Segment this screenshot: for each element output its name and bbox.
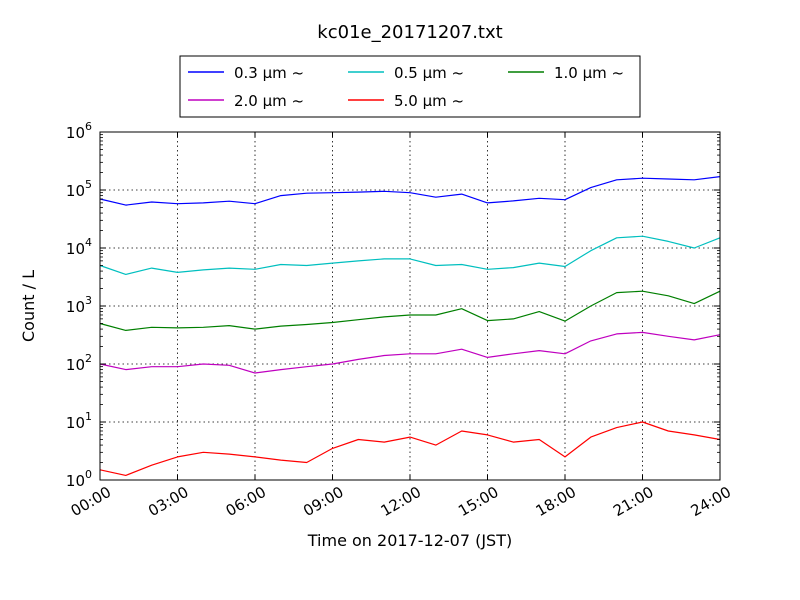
legend-label: 1.0 μm ~ (554, 64, 624, 82)
legend-label: 2.0 μm ~ (234, 92, 304, 110)
y-tick-label: 105 (66, 178, 92, 200)
legend-label: 0.5 μm ~ (394, 64, 464, 82)
series-line (99, 290, 721, 331)
legend-box (179, 55, 641, 118)
chart-title: kc01e_20171207.txt (317, 22, 502, 43)
y-tick-label: 101 (66, 410, 92, 432)
series-line (99, 421, 721, 476)
x-axis-label: Time on 2017-12-07 (JST) (307, 531, 512, 550)
y-tick-label: 100 (66, 468, 92, 490)
y-tick-label: 104 (66, 236, 92, 258)
y-tick-label: 102 (66, 352, 92, 374)
y-tick-label: 106 (66, 120, 92, 142)
series-line (99, 331, 721, 374)
y-tick-label: 103 (66, 294, 92, 316)
legend: 0.3 μm ~ 0.5 μm ~ 1.0 μm ~ 2.0 μm ~ 5.0 μm ~ (179, 55, 641, 118)
legend-label: 5.0 μm ~ (394, 92, 464, 110)
series-line (99, 176, 721, 206)
legend-label: 0.3 μm ~ (234, 64, 304, 82)
series-line (99, 235, 721, 275)
y-axis-label: Count / L (19, 270, 38, 342)
tick-marks (99, 131, 721, 481)
series-lines (99, 176, 721, 476)
